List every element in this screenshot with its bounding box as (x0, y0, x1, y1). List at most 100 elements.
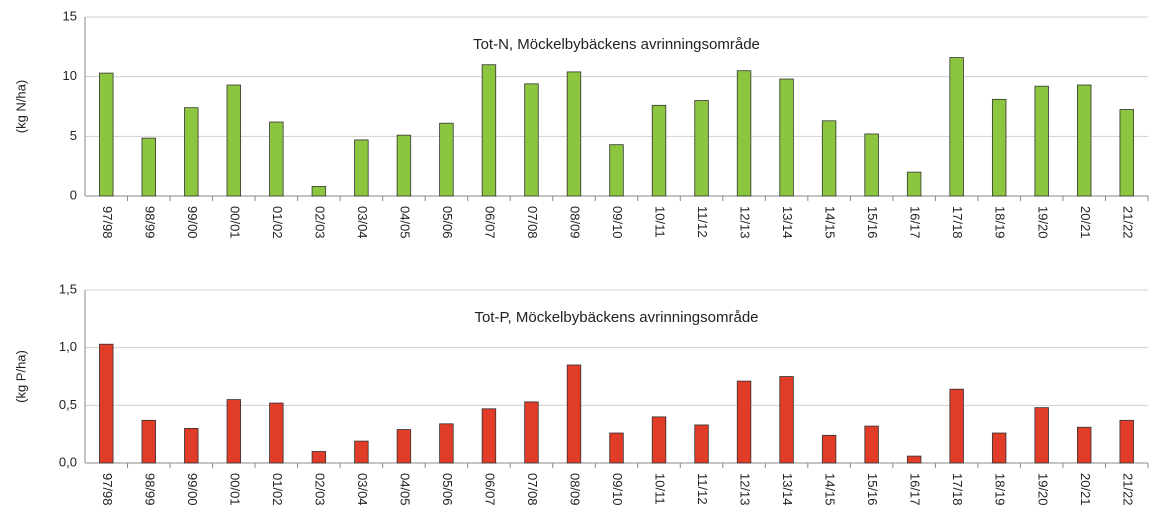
y-axis-label: (kg P/ha) (13, 350, 28, 403)
x-tick-label: 02/03 (312, 206, 327, 239)
x-tick-label: 06/07 (483, 473, 498, 506)
x-tick-label: 03/04 (355, 473, 370, 506)
x-tick-label: 21/22 (1120, 206, 1135, 239)
x-tick-label: 08/09 (568, 206, 583, 239)
y-axis-label: (kg N/ha) (13, 80, 28, 133)
bar (566, 364, 582, 464)
x-tick-label: 98/99 (142, 473, 157, 506)
bar (524, 83, 539, 197)
bar (906, 171, 922, 197)
bar (864, 133, 879, 197)
y-tick-label: 0 (70, 187, 77, 202)
bar (949, 57, 964, 197)
x-tick-label: 16/17 (908, 473, 923, 506)
bar (396, 429, 412, 464)
x-tick-label: 01/02 (270, 206, 285, 239)
bar (141, 419, 156, 464)
bar (269, 402, 284, 464)
bar (311, 186, 327, 197)
x-tick-label: 03/04 (355, 206, 370, 239)
x-tick-label: 07/08 (525, 473, 540, 506)
x-tick-label: 19/20 (1035, 206, 1050, 239)
x-tick-label: 99/00 (185, 473, 200, 506)
bar (694, 424, 709, 464)
bar (226, 84, 242, 197)
bar (439, 122, 454, 197)
x-tick-label: 07/08 (525, 206, 540, 239)
bar (524, 401, 539, 464)
bar (99, 72, 114, 197)
x-tick-label: 12/13 (738, 206, 753, 239)
chart-title: Tot-N, Möckelbybäckens avrinningsområde (473, 36, 760, 53)
bar (609, 432, 624, 464)
x-tick-label: 21/22 (1120, 473, 1135, 506)
x-tick-label: 14/15 (823, 473, 838, 506)
y-tick-label: 0,5 (59, 397, 77, 412)
x-tick-label: 12/13 (738, 473, 753, 506)
y-tick-label: 15 (63, 8, 77, 23)
x-tick-label: 16/17 (908, 206, 923, 239)
bar (736, 380, 752, 464)
bar (1077, 426, 1092, 464)
x-tick-label: 20/21 (1078, 473, 1093, 506)
y-tick-label: 0,0 (59, 454, 77, 469)
bar (269, 121, 284, 197)
bar (439, 423, 454, 464)
bar (821, 120, 837, 197)
bar (184, 427, 199, 464)
x-tick-label: 05/06 (440, 473, 455, 506)
x-tick-label: 17/18 (950, 206, 965, 239)
bar (991, 432, 1007, 464)
x-tick-label: 97/98 (100, 206, 115, 239)
x-tick-label: 11/12 (695, 473, 710, 505)
x-tick-label: 04/05 (397, 206, 412, 239)
x-tick-label: 14/15 (823, 206, 838, 239)
bar (1034, 85, 1049, 197)
bar (906, 455, 922, 464)
x-tick-label: 18/19 (993, 206, 1008, 239)
x-tick-label: 06/07 (483, 206, 498, 239)
bar (991, 98, 1007, 197)
x-tick-label: 18/19 (993, 473, 1008, 506)
y-tick-label: 5 (70, 128, 77, 143)
bar (651, 416, 667, 464)
bar (396, 134, 412, 197)
x-tick-label: 17/18 (950, 473, 965, 506)
bar (354, 440, 369, 464)
x-tick-label: 09/10 (610, 473, 625, 506)
y-tick-label: 1,5 (59, 281, 77, 296)
x-tick-label: 10/11 (653, 206, 668, 238)
x-tick-label: 97/98 (100, 473, 115, 506)
x-tick-label: 13/14 (780, 206, 795, 239)
bar (864, 425, 879, 464)
x-tick-label: 98/99 (142, 206, 157, 239)
x-tick-label: 02/03 (312, 473, 327, 506)
bar (779, 376, 794, 464)
x-tick-label: 00/01 (227, 473, 242, 506)
x-tick-label: 13/14 (780, 473, 795, 506)
bar (99, 343, 114, 464)
bar (694, 100, 709, 197)
x-tick-label: 20/21 (1078, 206, 1093, 239)
y-tick-label: 1,0 (59, 339, 77, 354)
x-tick-label: 11/12 (695, 206, 710, 238)
bar (651, 104, 667, 197)
x-tick-label: 04/05 (397, 473, 412, 506)
bar (226, 399, 242, 464)
bar (779, 78, 794, 197)
bar (949, 388, 964, 464)
bar (1119, 109, 1134, 197)
bar (566, 71, 582, 197)
bar (354, 139, 369, 197)
bar (481, 64, 497, 197)
bar (1119, 419, 1134, 464)
x-tick-label: 15/16 (865, 473, 880, 506)
bar (184, 107, 199, 197)
x-tick-label: 99/00 (185, 206, 200, 239)
bar (311, 451, 327, 464)
bar (1034, 407, 1049, 464)
x-tick-label: 00/01 (227, 206, 242, 239)
bar (141, 137, 156, 197)
bar (481, 408, 497, 464)
